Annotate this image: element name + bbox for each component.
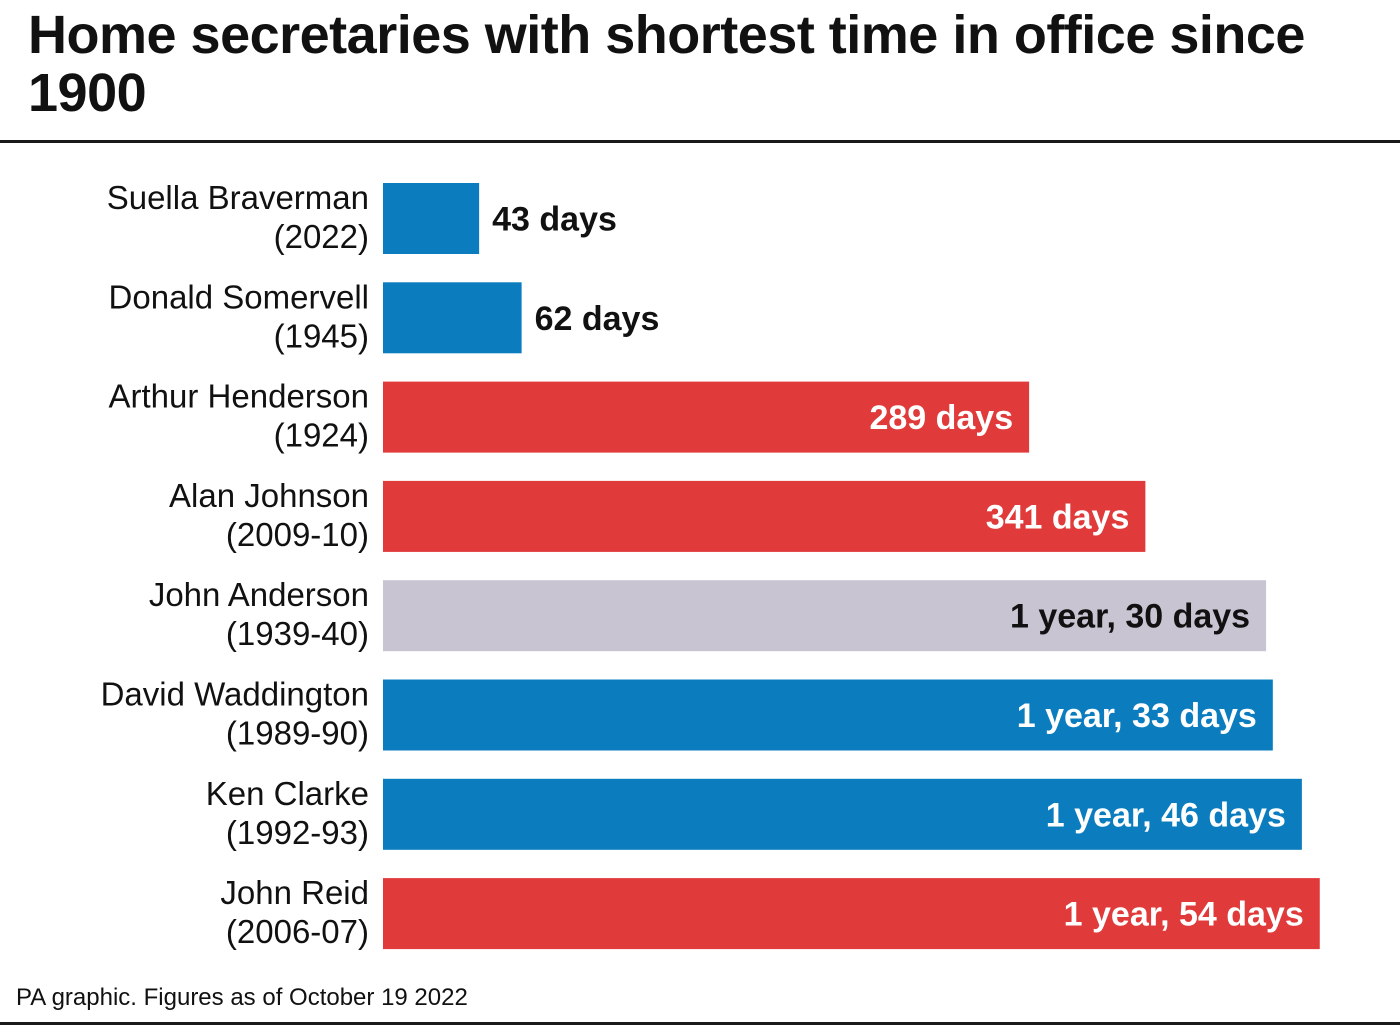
- category-years: (1945): [274, 317, 369, 354]
- bar-2: [383, 282, 522, 354]
- category-name: Arthur Henderson: [109, 378, 369, 415]
- category-label-6: David Waddington (1989-90): [101, 676, 369, 752]
- value-label-2: 62 days: [535, 300, 660, 338]
- source-footer: PA graphic. Figures as of October 19 202…: [16, 984, 468, 1011]
- value-label-3: 289 days: [869, 399, 1013, 437]
- category-label-7: Ken Clarke (1992-93): [206, 775, 369, 851]
- value-label-7: 1 year, 46 days: [1046, 796, 1286, 834]
- category-label-5: John Anderson (1939-40): [149, 576, 369, 652]
- bar-8: [383, 878, 1320, 950]
- bottom-rule: [0, 1022, 1400, 1025]
- bar-5: [383, 580, 1267, 652]
- bar-3: [383, 381, 1030, 453]
- category-years: (1992-93): [226, 814, 369, 851]
- bar-4: [383, 480, 1146, 552]
- category-name: Ken Clarke: [206, 775, 369, 812]
- category-name: Donald Somervell: [109, 278, 369, 315]
- value-label-4: 341 days: [986, 498, 1130, 536]
- category-label-1: Suella Braverman (2022): [107, 179, 369, 255]
- category-label-4: Alan Johnson (2009-10): [169, 477, 369, 553]
- value-label-5: 1 year, 30 days: [1010, 598, 1250, 636]
- value-label-6: 1 year, 33 days: [1017, 697, 1257, 735]
- bar-chart: Suella Braverman (2022) 43 days Donald Some…: [101, 179, 1320, 950]
- bar-1: [383, 183, 480, 254]
- category-years: (2009-10): [226, 516, 369, 553]
- category-years: (1939-40): [226, 615, 369, 652]
- category-years: (1924): [274, 417, 369, 454]
- category-years: (1989-90): [226, 715, 369, 752]
- chart-title: Home secretaries with shortest time in o…: [28, 5, 1305, 123]
- category-name: John Reid: [220, 874, 369, 911]
- category-name: Suella Braverman: [107, 179, 369, 216]
- category-name: David Waddington: [101, 676, 369, 713]
- category-name: John Anderson: [149, 576, 369, 613]
- category-name: Alan Johnson: [169, 477, 369, 514]
- category-label-3: Arthur Henderson (1924): [109, 378, 369, 454]
- value-label-1: 43 days: [492, 201, 617, 239]
- bar-7: [383, 778, 1302, 850]
- bar-6: [383, 679, 1273, 751]
- category-years: (2006-07): [226, 913, 369, 950]
- top-rule: [0, 140, 1400, 143]
- category-years: (2022): [274, 218, 369, 255]
- category-label-8: John Reid (2006-07): [220, 874, 369, 950]
- category-label-2: Donald Somervell (1945): [109, 278, 369, 354]
- value-label-8: 1 year, 54 days: [1064, 896, 1304, 934]
